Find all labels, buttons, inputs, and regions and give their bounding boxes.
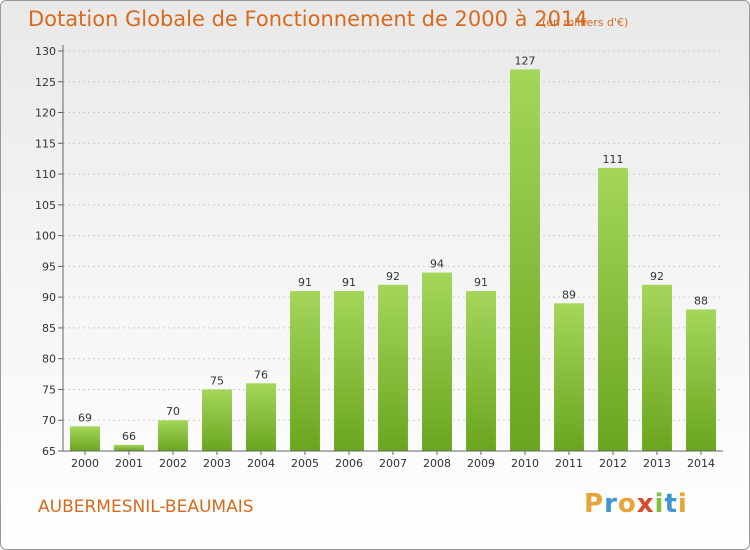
- logo-letter: t: [664, 489, 678, 519]
- y-tick-label: 65: [42, 445, 56, 458]
- bar-value-label: 89: [562, 288, 576, 301]
- bar-value-label: 76: [254, 368, 268, 381]
- x-tick-label: 2001: [115, 457, 143, 470]
- bar[interactable]: [334, 291, 364, 451]
- bar-value-label: 66: [122, 430, 136, 443]
- y-tick-label: 110: [35, 168, 56, 181]
- logo-letter: i: [654, 489, 665, 519]
- bar-value-label: 75: [210, 374, 224, 387]
- x-tick-label: 2009: [467, 457, 495, 470]
- y-tick-label: 95: [42, 260, 56, 273]
- bar[interactable]: [598, 167, 628, 451]
- y-tick-label: 120: [35, 107, 56, 120]
- bar[interactable]: [378, 284, 408, 451]
- y-tick-label: 125: [35, 76, 56, 89]
- bar[interactable]: [290, 291, 320, 451]
- x-tick-label: 2000: [71, 457, 99, 470]
- bar-value-label: 88: [694, 294, 708, 307]
- x-tick-label: 2013: [643, 457, 671, 470]
- x-tick-label: 2005: [291, 457, 319, 470]
- y-tick-label: 90: [42, 291, 56, 304]
- x-tick-label: 2004: [247, 457, 275, 470]
- bar-value-label: 92: [650, 270, 664, 283]
- y-tick-label: 85: [42, 322, 56, 335]
- y-tick-label: 105: [35, 199, 56, 212]
- x-tick-label: 2012: [599, 457, 627, 470]
- bar[interactable]: [510, 69, 540, 451]
- bar[interactable]: [466, 291, 496, 451]
- bar-value-label: 70: [166, 405, 180, 418]
- y-tick-label: 75: [42, 383, 56, 396]
- bar-value-label: 91: [342, 276, 356, 289]
- bars: [70, 69, 716, 451]
- proxiti-logo[interactable]: Proxiti: [584, 489, 688, 519]
- y-tick-label: 70: [42, 414, 56, 427]
- x-tick-label: 2008: [423, 457, 451, 470]
- y-tick-label: 100: [35, 230, 56, 243]
- x-tick-label: 2003: [203, 457, 231, 470]
- bar-value-label: 69: [78, 411, 92, 424]
- x-tick-label: 2010: [511, 457, 539, 470]
- bar-value-label: 91: [474, 276, 488, 289]
- labels: 65 70 75 80 85 90 95 100 105 110 115 120 125 130 69 200…: [35, 45, 715, 470]
- bar[interactable]: [158, 420, 188, 451]
- x-tick-label: 2014: [687, 457, 715, 470]
- chart-title: Dotation Globale de Fonctionnement de 20…: [28, 7, 588, 31]
- x-tick-label: 2002: [159, 457, 187, 470]
- bar[interactable]: [642, 284, 672, 451]
- chart-subtitle: (en milliers d'€): [542, 16, 629, 29]
- logo-letter: i: [677, 489, 688, 519]
- commune-name: AUBERMESNIL-BEAUMAIS: [38, 497, 254, 517]
- bar[interactable]: [246, 383, 276, 451]
- x-tick-label: 2006: [335, 457, 363, 470]
- y-tick-label: 130: [35, 45, 56, 58]
- bar[interactable]: [114, 444, 144, 451]
- axes: [58, 45, 723, 455]
- y-tick-label: 80: [42, 353, 56, 366]
- bar[interactable]: [70, 426, 100, 451]
- bar-value-label: 91: [298, 276, 312, 289]
- bar-value-label: 92: [386, 270, 400, 283]
- bar-value-label: 111: [603, 153, 624, 166]
- logo-letter: r: [604, 489, 618, 519]
- logo-letter: P: [584, 489, 605, 519]
- y-tick-label: 115: [35, 137, 56, 150]
- bar[interactable]: [202, 389, 232, 451]
- x-tick-label: 2007: [379, 457, 407, 470]
- bar-value-label: 94: [430, 258, 444, 271]
- logo-letter: x: [636, 489, 655, 519]
- bar[interactable]: [422, 272, 452, 451]
- logo-letter: o: [617, 489, 637, 519]
- bar[interactable]: [686, 309, 716, 451]
- bar-value-label: 127: [515, 54, 536, 67]
- bar[interactable]: [554, 303, 584, 451]
- x-tick-label: 2011: [555, 457, 583, 470]
